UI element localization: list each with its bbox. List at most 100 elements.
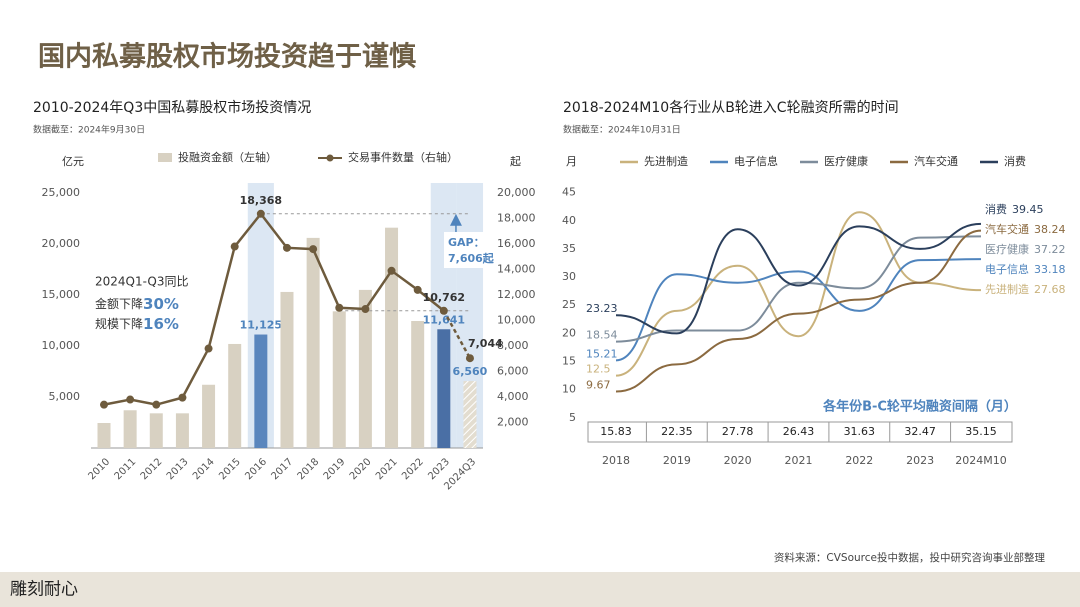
chart-subtitle: 数据截至：2024年9月30日 — [33, 124, 145, 136]
legend-label: 电子信息 — [734, 154, 778, 168]
x-tick-label: 2012 — [139, 456, 165, 482]
bar — [123, 410, 137, 448]
bar — [280, 291, 294, 448]
table-cell: 32.47 — [904, 425, 936, 438]
line-marker — [413, 285, 422, 294]
y-tick-label: 45 — [562, 186, 576, 199]
end-label-value: 33.18 — [1034, 263, 1066, 276]
y-tick-label: 5 — [569, 411, 576, 424]
end-label: 先进制造 27.68 — [985, 282, 1066, 296]
annotation: 7,606起 — [448, 251, 495, 265]
x-tick-label: 2024M10 — [955, 454, 1006, 467]
x-tick-label: 2017 — [269, 456, 295, 482]
x-tick-label: 2010 — [86, 456, 112, 482]
x-tick-label: 2018 — [296, 456, 322, 482]
x-tick-label: 2013 — [165, 456, 191, 482]
x-tick-label: 2023 — [906, 454, 934, 467]
bar — [175, 413, 189, 448]
table-cell: 22.35 — [661, 425, 693, 438]
start-value-label: 23.23 — [586, 302, 618, 315]
line-marker — [256, 209, 265, 218]
x-tick-label: 2019 — [663, 454, 691, 467]
bar — [97, 423, 111, 448]
y2-tick-label: 16,000 — [497, 237, 536, 250]
start-value-label: 12.5 — [586, 363, 611, 376]
chart-title: 2018-2024M10各行业从B轮进入C轮融资所需的时间 — [563, 100, 899, 116]
end-label-name: 先进制造 — [985, 282, 1029, 296]
y-tick-label: 35 — [562, 242, 576, 255]
y-tick-label: 25,000 — [42, 186, 81, 199]
legend-label: 消费 — [1004, 154, 1026, 168]
bar — [202, 384, 216, 448]
line-marker — [178, 393, 187, 402]
x-tick-label: 2016 — [243, 456, 269, 482]
line-marker — [335, 303, 344, 312]
y2-axis-label: 起 — [510, 155, 521, 168]
annotation: 金额下降30% — [95, 295, 179, 313]
line-marker — [439, 306, 448, 315]
line-marker — [282, 243, 291, 252]
line-value-label: 7,044 — [468, 337, 503, 350]
y-axis-label: 月 — [566, 155, 577, 168]
y2-tick-label: 10,000 — [497, 314, 536, 327]
y2-tick-label: 2,000 — [497, 416, 529, 429]
table-cell: 26.43 — [783, 425, 815, 438]
bar — [332, 311, 346, 448]
y-tick-label: 25 — [562, 298, 576, 311]
chart-title: 2010-2024年Q3中国私募股权市场投资情况 — [33, 99, 311, 116]
bar — [228, 343, 242, 448]
x-tick-label: 2014 — [191, 456, 217, 482]
end-label-name: 电子信息 — [985, 262, 1029, 276]
x-tick-label: 2021 — [374, 456, 400, 482]
end-label: 电子信息 33.18 — [985, 262, 1066, 276]
legend-label: 投融资金额（左轴） — [178, 150, 277, 164]
table-cell: 15.83 — [600, 425, 632, 438]
line-marker — [152, 400, 161, 409]
end-label-value: 27.68 — [1034, 283, 1066, 296]
line — [615, 258, 981, 362]
y-tick-label: 20,000 — [42, 237, 81, 250]
line-marker — [126, 395, 135, 404]
line — [615, 229, 982, 393]
x-tick-label: 2020 — [724, 454, 752, 467]
bar — [149, 413, 163, 448]
end-label-value: 37.22 — [1034, 243, 1066, 256]
page-title: 国内私募股权市场投资趋于谨慎 — [38, 41, 416, 73]
y2-tick-label: 8,000 — [497, 339, 529, 352]
annotation-text: 金额下降 — [95, 296, 143, 311]
line — [103, 211, 445, 406]
legend-swatch — [326, 154, 334, 162]
line-forecast — [442, 310, 472, 359]
bar-value-label: 11,641 — [423, 313, 465, 326]
gap-box — [444, 232, 496, 268]
start-value-label: 9.67 — [586, 379, 611, 392]
annotation-text: 规模下降 — [95, 316, 143, 331]
y-tick-label: 40 — [562, 214, 576, 227]
y-tick-label: 5,000 — [49, 390, 81, 403]
end-label: 汽车交通 38.24 — [985, 222, 1066, 236]
y-tick-label: 15 — [562, 355, 576, 368]
table-cell: 31.63 — [844, 425, 876, 438]
y2-tick-label: 12,000 — [497, 288, 536, 301]
x-tick-label: 2020 — [348, 456, 374, 482]
line-value-label: 18,368 — [240, 194, 282, 207]
end-label: 医疗健康 37.22 — [985, 242, 1066, 256]
line-marker — [230, 242, 239, 251]
source: 资料来源：CVSource投中数据，投中研究咨询事业部整理 — [774, 551, 1046, 564]
bar — [411, 321, 425, 448]
y-tick-label: 30 — [562, 270, 576, 283]
line-marker — [100, 400, 108, 409]
table-label: 各年份B-C轮平均融资间隔（月） — [822, 399, 1017, 415]
line — [615, 211, 981, 377]
x-tick-label: 2015 — [217, 456, 243, 482]
y2-tick-label: 14,000 — [497, 263, 536, 276]
logo: 雕刻耐心 — [10, 580, 78, 600]
line-marker — [204, 344, 213, 353]
legend-swatch — [158, 153, 172, 162]
y2-tick-label: 18,000 — [497, 212, 536, 225]
legend-label: 交易事件数量（右轴） — [348, 150, 458, 164]
bar — [437, 329, 451, 448]
chart-subtitle: 数据截至：2024年10月31日 — [563, 124, 681, 136]
line-value-label: 10,762 — [423, 291, 465, 304]
